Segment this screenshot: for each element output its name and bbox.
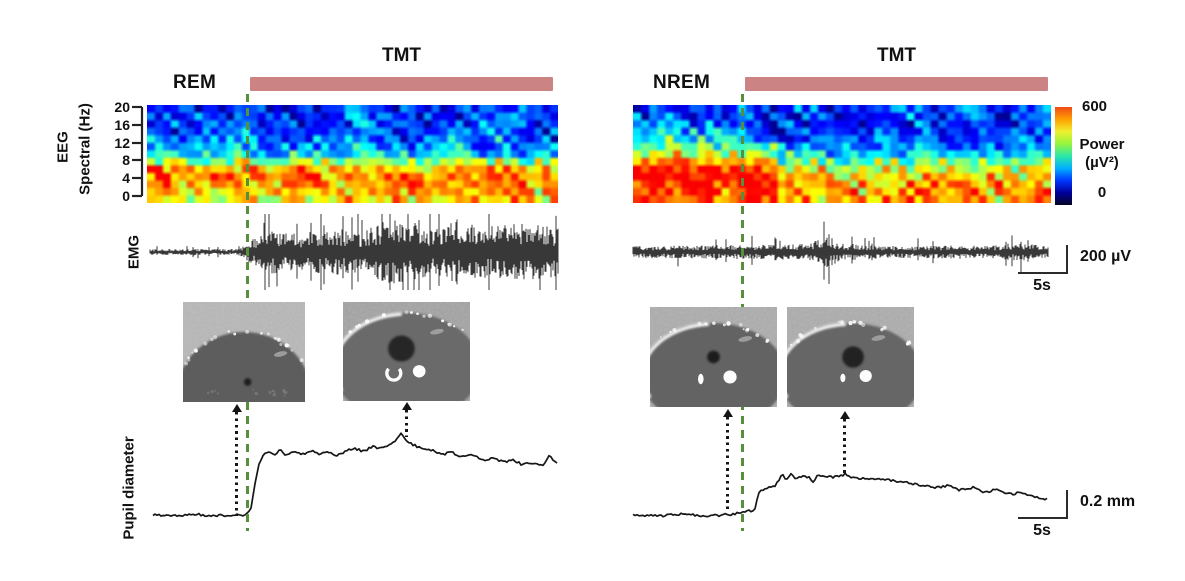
arrowhead-up-icon xyxy=(722,409,733,417)
dotted-arrow-shaft xyxy=(405,410,408,437)
state-label-nrem: NREM xyxy=(653,72,711,93)
pupil-snapshot-arrow-right-2 xyxy=(839,411,850,473)
dotted-arrow-shaft xyxy=(726,417,729,513)
pupil-snapshot-arrow-left-2 xyxy=(401,402,412,437)
colorbar-min-label: 0 xyxy=(1097,184,1107,201)
arrowhead-up-icon xyxy=(401,402,412,410)
stim-label-tmt-right: TMT xyxy=(876,45,917,66)
pupil-scalebar-amplitude-label: 0.2 mm xyxy=(1080,493,1136,510)
arrowhead-up-icon xyxy=(231,404,242,412)
freq-tick-12: 12 xyxy=(114,135,130,151)
pupil-diameter-trace-rem xyxy=(152,432,558,518)
pupil-snapshot-arrow-right-1 xyxy=(722,409,733,513)
freq-tick-8: 8 xyxy=(122,152,130,168)
emg-trace-rem xyxy=(149,214,559,290)
freq-tick-4: 4 xyxy=(122,170,130,186)
emg-scalebar xyxy=(1018,245,1068,274)
pupil-scalebar xyxy=(1018,490,1068,519)
power-colorbar xyxy=(1055,107,1072,205)
freq-tick-20: 20 xyxy=(114,99,130,115)
tmt-stimulus-bar-left xyxy=(250,77,553,91)
emg-axis-label: EMG xyxy=(125,234,143,270)
pupil-axis-label: Pupil diameter xyxy=(120,436,138,540)
emg-trace-nrem xyxy=(632,221,1049,284)
eeg-spectrogram-rem xyxy=(147,105,558,203)
state-label-rem: REM xyxy=(173,72,217,93)
eeg-axis-label-line1: EEG xyxy=(54,131,72,163)
arrowhead-up-icon xyxy=(839,411,850,419)
pupil-snapshot-arrow-left-1 xyxy=(231,404,242,516)
eeg-spectrogram-nrem xyxy=(633,105,1051,203)
eeg-axis-label-line2: Spectral (Hz) xyxy=(76,103,94,195)
frequency-axis-bracket xyxy=(132,105,144,198)
emg-scalebar-time-label: 5s xyxy=(1033,277,1051,294)
dotted-arrow-shaft xyxy=(843,419,846,473)
pupil-photo-rem xyxy=(183,302,305,402)
colorbar-max-label: 600 xyxy=(1082,98,1108,115)
stim-label-tmt-left: TMT xyxy=(381,45,422,66)
pupil-photo-nrem-tmt xyxy=(787,307,914,407)
freq-tick-16: 16 xyxy=(114,117,130,133)
tmt-stimulus-bar-right xyxy=(745,77,1048,91)
colorbar-unit-line2: (µV²) xyxy=(1085,154,1119,171)
dotted-arrow-shaft xyxy=(235,412,238,516)
pupil-photo-rem-tmt xyxy=(343,302,470,401)
colorbar-unit-line1: Power xyxy=(1079,136,1125,153)
freq-tick-0: 0 xyxy=(122,188,130,204)
emg-scalebar-amplitude-label: 200 µV xyxy=(1080,248,1132,265)
pupil-photo-nrem xyxy=(650,307,777,407)
pupil-scalebar-time-label: 5s xyxy=(1033,522,1051,539)
pupil-diameter-trace-nrem xyxy=(632,472,1048,518)
